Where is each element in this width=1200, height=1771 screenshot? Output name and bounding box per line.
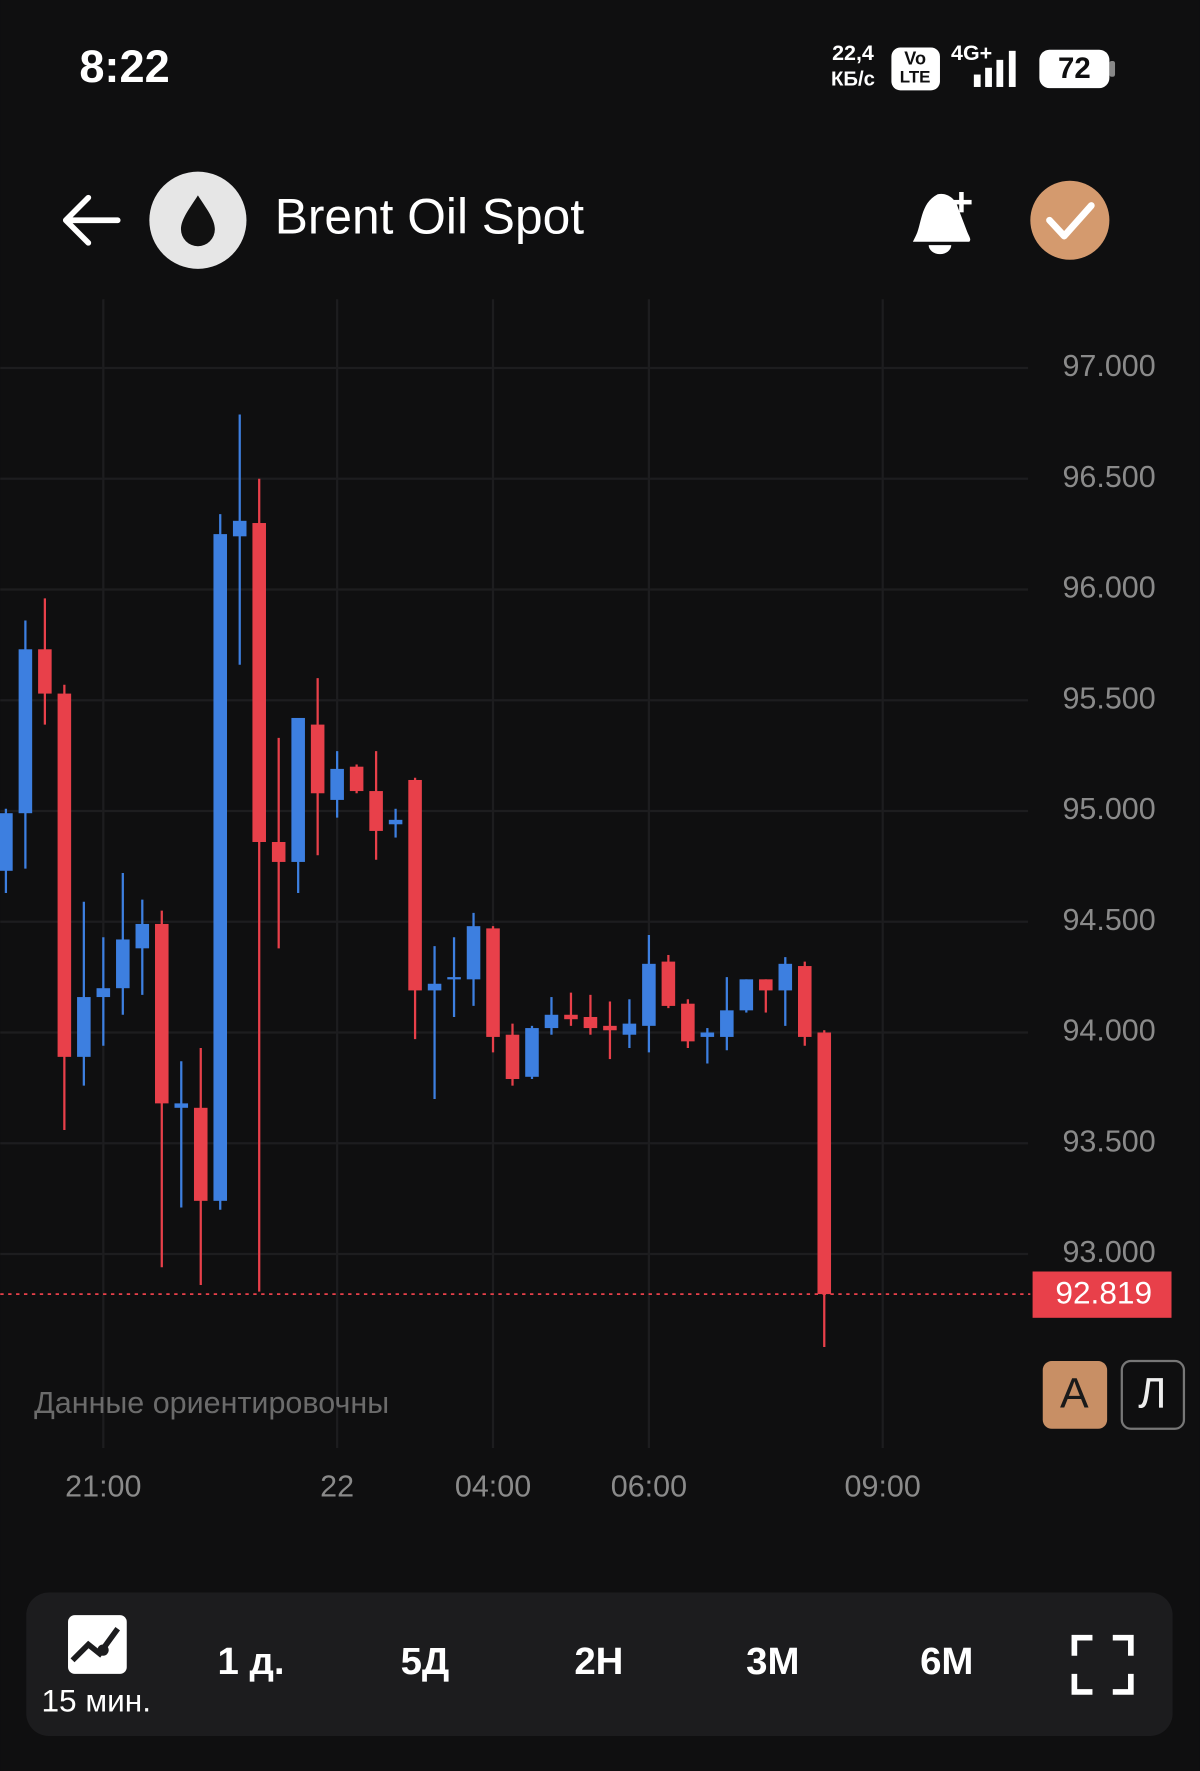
- last-price-label: 92.819: [1055, 1275, 1152, 1311]
- candle-body: [57, 693, 72, 1057]
- log-scale-button[interactable]: [1120, 1359, 1186, 1430]
- candle-body: [408, 779, 422, 991]
- candle-body: [778, 963, 793, 991]
- candle-body: [661, 961, 676, 1006]
- y-tick-label: 96.000: [1062, 571, 1155, 605]
- y-tick-label: 93.000: [1062, 1235, 1155, 1269]
- candle-body: [817, 1032, 832, 1295]
- candle-body: [544, 1014, 559, 1029]
- signal-icon: [973, 50, 1016, 87]
- candle-body: [681, 1003, 695, 1042]
- y-tick-label: 97.000: [1062, 349, 1155, 383]
- x-tick-label: 22: [320, 1470, 354, 1504]
- battery-icon: [1039, 49, 1110, 89]
- y-tick-label: 95.000: [1062, 792, 1155, 826]
- net-speed-unit: КБ/с: [831, 69, 875, 91]
- candle-body: [135, 923, 150, 949]
- candle-body: [96, 988, 111, 998]
- candle-body: [583, 1016, 598, 1029]
- candle-body: [720, 1010, 734, 1037]
- candle-body: [564, 1014, 578, 1020]
- volte-badge: [891, 47, 940, 91]
- y-tick-label: 95.500: [1062, 681, 1155, 715]
- chart: 93.000 93.500 94.000 94.500 95.000 95.500 96.0…: [0, 299, 1172, 1504]
- period-button[interactable]: 6М: [920, 1640, 973, 1683]
- net-speed: 22,4: [832, 41, 874, 65]
- candle-body: [330, 768, 344, 800]
- auto-scale-button[interactable]: [1042, 1361, 1108, 1429]
- candle-body: [291, 717, 305, 862]
- last-price-box: [1032, 1271, 1172, 1318]
- candle-body: [525, 1028, 539, 1077]
- fullscreen-button[interactable]: [1071, 1634, 1134, 1695]
- volte-text: LTE: [900, 67, 931, 86]
- candle-body: [622, 1023, 637, 1035]
- candle-body: [466, 926, 481, 980]
- candle-body: [310, 724, 325, 794]
- y-tick-label: 94.500: [1062, 903, 1155, 937]
- candle-body: [38, 649, 52, 694]
- x-tick-label: 21:00: [65, 1470, 141, 1504]
- candle-body: [486, 928, 500, 1037]
- candle-body: [603, 1025, 617, 1031]
- battery-level: 72: [1058, 52, 1091, 85]
- candle-body: [369, 791, 383, 831]
- candle-body: [252, 523, 266, 842]
- candle-body: [18, 649, 33, 814]
- candle-body: [505, 1034, 520, 1080]
- oil-drop: [180, 195, 215, 247]
- candle-body: [447, 977, 461, 980]
- period-button[interactable]: 3М: [746, 1640, 799, 1683]
- chart-type-button[interactable]: [68, 1615, 127, 1674]
- volte-text: Vo: [904, 49, 926, 69]
- candle-body: [155, 923, 169, 1104]
- candle-body: [427, 983, 442, 991]
- candle-body: [797, 966, 812, 1037]
- candle-body: [77, 997, 91, 1057]
- candle-body: [193, 1107, 208, 1201]
- y-tick-label: 94.000: [1062, 1014, 1155, 1048]
- candle-body: [232, 520, 247, 537]
- period-button[interactable]: 1 д.: [217, 1640, 284, 1683]
- interval-label[interactable]: 15 мин.: [41, 1683, 151, 1719]
- period-button[interactable]: 5Д: [401, 1640, 450, 1683]
- period-bar: [26, 1592, 1173, 1736]
- candle-body: [349, 766, 364, 792]
- y-tick-label: 96.500: [1062, 460, 1155, 494]
- x-tick-label: 06:00: [611, 1470, 687, 1504]
- candle-body: [213, 534, 228, 1201]
- network-type: 4G+: [951, 41, 992, 65]
- y-tick-label: 93.500: [1062, 1124, 1155, 1158]
- candle-body: [388, 819, 403, 825]
- candle-body: [642, 963, 656, 1026]
- log-scale-label[interactable]: Л: [1138, 1369, 1166, 1417]
- data-note: Данные ориентировочны: [34, 1386, 389, 1420]
- clock: 8:22: [79, 41, 169, 92]
- alert-button[interactable]: [912, 192, 972, 255]
- instrument-title: Brent Oil Spot: [275, 188, 585, 244]
- back-button[interactable]: [62, 194, 121, 246]
- candle-body: [0, 813, 13, 871]
- candle-body: [116, 939, 130, 989]
- x-tick-label: 09:00: [845, 1470, 921, 1504]
- period-button[interactable]: 2Н: [574, 1640, 623, 1683]
- candle-body: [174, 1103, 189, 1108]
- candle-body: [739, 979, 754, 1011]
- watchlist-button[interactable]: [1030, 180, 1110, 260]
- candle-body: [271, 841, 286, 862]
- battery-tip: [1109, 60, 1116, 77]
- auto-scale-label[interactable]: А: [1060, 1369, 1089, 1417]
- candle-body: [700, 1032, 715, 1037]
- candle-body: [759, 979, 773, 991]
- x-tick-label: 04:00: [455, 1470, 531, 1504]
